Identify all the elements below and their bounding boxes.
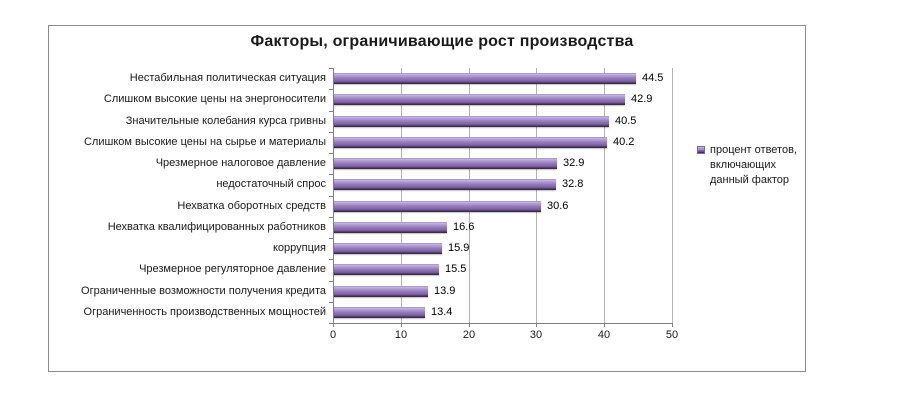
bar-7[interactable] — [334, 222, 447, 233]
value-label-11: 13.4 — [431, 306, 453, 318]
category-axis-tick — [329, 174, 333, 175]
value-label-3: 40.2 — [613, 136, 635, 148]
category-axis-tick — [329, 323, 333, 324]
plot-area: 44.5 42.9 40.5 40.2 32.9 32.8 30.6 16.6 15.9 15.5… — [333, 68, 673, 324]
category-label-9: Чрезмерное регуляторное давление — [139, 263, 326, 275]
x-axis-label-10: 10 — [394, 329, 408, 341]
bar-5[interactable] — [334, 179, 556, 190]
bar-10[interactable] — [334, 286, 428, 297]
value-label-2: 40.5 — [615, 115, 637, 127]
x-axis-tick-30 — [536, 323, 537, 327]
x-axis-tick-10 — [401, 323, 402, 327]
value-label-1: 42.9 — [631, 93, 653, 105]
gridline-50 — [672, 68, 673, 323]
x-axis-label-40: 40 — [597, 329, 611, 341]
value-label-0: 44.5 — [642, 72, 664, 84]
legend-series-marker-icon — [697, 146, 705, 154]
x-axis-label-20: 20 — [462, 329, 476, 341]
value-label-8: 15.9 — [448, 242, 470, 254]
bar-6[interactable] — [334, 201, 541, 212]
x-axis-label-50: 50 — [665, 329, 679, 341]
value-label-9: 15.5 — [445, 263, 467, 275]
category-axis-tick — [329, 259, 333, 260]
x-axis-label-0: 0 — [329, 329, 337, 341]
bar-1[interactable] — [334, 94, 625, 105]
category-axis-tick — [329, 196, 333, 197]
bar-9[interactable] — [334, 264, 439, 275]
x-axis-tick-40 — [604, 323, 605, 327]
category-label-7: Нехватка квалифицированных работников — [107, 221, 326, 233]
value-label-7: 16.6 — [453, 221, 475, 233]
x-axis-tick-0 — [333, 323, 334, 327]
legend-text-line: процент ответов, — [710, 144, 797, 156]
category-axis-tick — [329, 89, 333, 90]
value-label-5: 32.8 — [562, 178, 584, 190]
category-label-11: Ограниченность производственных мощносте… — [83, 306, 326, 318]
category-label-6: Нехватка оборотных средств — [177, 200, 326, 212]
category-label-1: Слишком высокие цены на энергоносители — [103, 93, 326, 105]
category-axis-tick — [329, 217, 333, 218]
bar-8[interactable] — [334, 243, 442, 254]
category-label-3: Слишком высокие цены на сырье и материал… — [83, 136, 326, 148]
category-axis-tick — [329, 281, 333, 282]
category-label-8: коррупция — [272, 242, 326, 254]
gridline-40 — [604, 68, 606, 323]
x-axis-tick-50 — [672, 323, 673, 327]
legend-text-line: данный фактор — [710, 174, 790, 186]
x-axis-tick-20 — [469, 323, 470, 327]
gridline-20 — [468, 68, 470, 323]
category-label-2: Значительные колебания курса гривны — [125, 115, 326, 127]
bar-2[interactable] — [334, 116, 609, 127]
category-axis-tick — [329, 111, 333, 112]
value-label-10: 13.9 — [434, 285, 456, 297]
bar-11[interactable] — [334, 307, 425, 318]
value-label-4: 32.9 — [563, 157, 585, 169]
gridline-10 — [400, 68, 402, 323]
category-label-5: недостаточный спрос — [216, 178, 326, 190]
category-axis-tick — [329, 302, 333, 303]
bar-0[interactable] — [334, 73, 636, 84]
category-axis-tick — [329, 132, 333, 133]
category-label-10: Ограниченные возможности получения креди… — [81, 285, 326, 297]
legend[interactable]: процент ответов, включающих данный фактор — [697, 143, 797, 188]
x-axis-label-30: 30 — [529, 329, 543, 341]
category-axis-tick — [329, 68, 333, 69]
category-axis-tick — [329, 238, 333, 239]
category-axis-tick — [329, 153, 333, 154]
legend-series-label: процент ответов, включающих данный фактор — [710, 143, 797, 188]
legend-text-line: включающих — [710, 159, 776, 171]
gridline-30 — [536, 68, 538, 323]
category-label-4: Чрезмерное налоговое давление — [155, 157, 326, 169]
category-label-0: Нестабильная политическая ситуация — [129, 72, 326, 84]
bar-4[interactable] — [334, 158, 557, 169]
chart-title: Факторы, ограничивающие рост производств… — [250, 33, 634, 50]
value-label-6: 30.6 — [547, 200, 569, 212]
bar-3[interactable] — [334, 137, 607, 148]
